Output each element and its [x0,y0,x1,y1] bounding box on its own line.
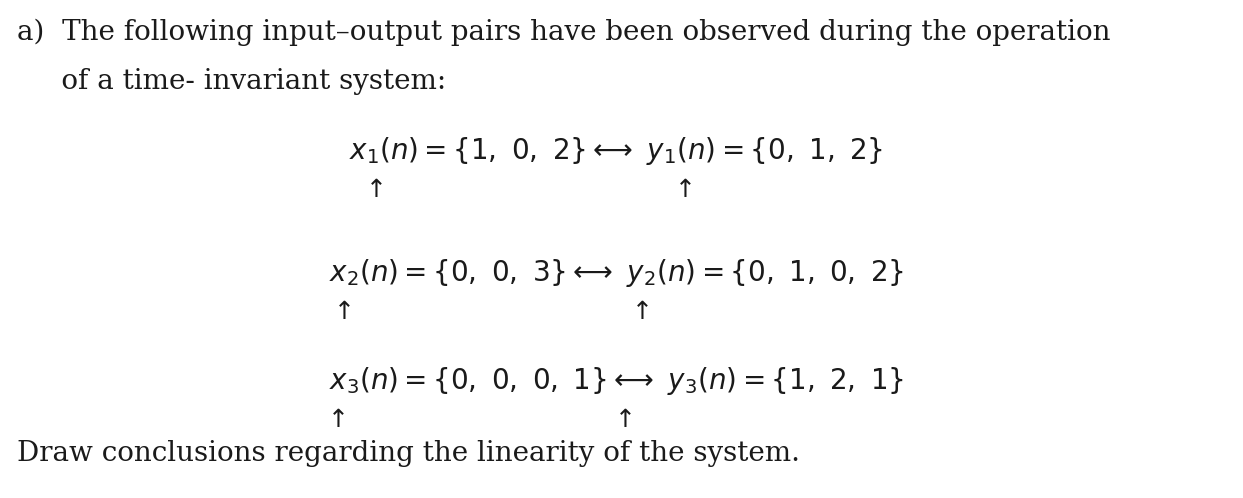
Text: a)  The following input–output pairs have been observed during the operation: a) The following input–output pairs have… [17,19,1111,46]
Text: $\uparrow$: $\uparrow$ [626,301,649,324]
Text: $\uparrow$: $\uparrow$ [329,301,352,324]
Text: $\uparrow$: $\uparrow$ [610,409,633,432]
Text: $x_2(n) = \{0,\ 0,\ 3\} \longleftrightarrow\ y_2(n) = \{0,\ 1,\ 0,\ 2\}$: $x_2(n) = \{0,\ 0,\ 3\} \longleftrightar… [328,257,904,289]
Text: $x_1(n) = \{1,\ 0,\ 2\} \longleftrightarrow\ y_1(n) = \{0,\ 1,\ 2\}$: $x_1(n) = \{1,\ 0,\ 2\} \longleftrightar… [349,135,884,167]
Text: $\uparrow$: $\uparrow$ [670,179,694,202]
Text: $x_3(n) = \{0,\ 0,\ 0,\ 1\} \longleftrightarrow\ y_3(n) = \{1,\ 2,\ 1\}$: $x_3(n) = \{0,\ 0,\ 0,\ 1\} \longleftrig… [328,365,904,397]
Text: $\uparrow$: $\uparrow$ [323,409,346,432]
Text: of a time- invariant system:: of a time- invariant system: [17,68,446,95]
Text: $\uparrow$: $\uparrow$ [362,179,384,202]
Text: Draw conclusions regarding the linearity of the system.: Draw conclusions regarding the linearity… [17,440,800,467]
